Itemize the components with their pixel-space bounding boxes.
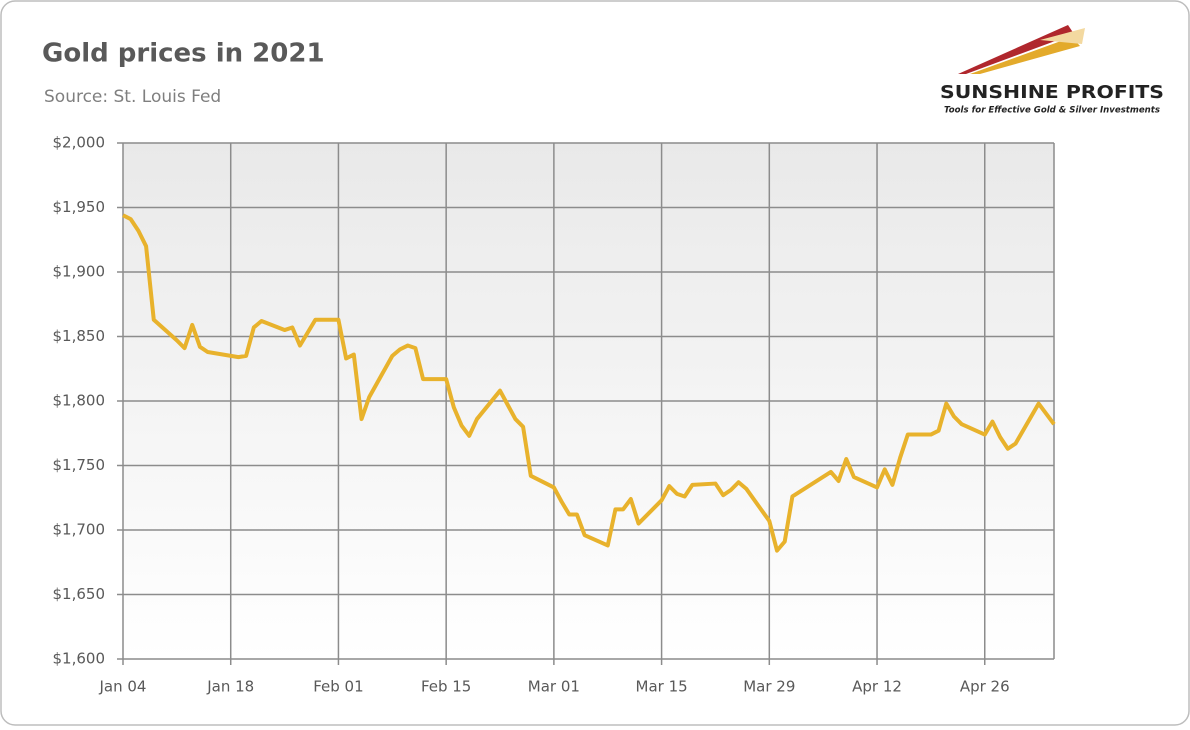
x-tick-label: Mar 01 <box>528 678 580 696</box>
x-tick-label: Apr 26 <box>960 678 1010 696</box>
x-tick-label: Mar 15 <box>636 678 688 696</box>
logo-swoosh <box>970 37 1080 74</box>
y-tick-label: $1,700 <box>53 521 106 539</box>
logo-tagline: Tools for Effective Gold & Silver Invest… <box>944 106 1161 116</box>
logo-swoosh <box>958 25 1074 74</box>
y-tick-label: $1,750 <box>53 456 106 474</box>
logo-name: SUNSHINE PROFITS <box>940 82 1164 103</box>
y-tick-label: $1,900 <box>53 263 106 281</box>
logo: SUNSHINE PROFITS Tools for Effective Gol… <box>940 25 1164 116</box>
x-tick-label: Mar 29 <box>743 678 795 696</box>
x-tick-label: Jan 18 <box>206 678 254 696</box>
logo-swoosh <box>1040 28 1085 44</box>
x-tick-label: Apr 12 <box>852 678 902 696</box>
y-tick-label: $1,650 <box>53 585 106 603</box>
chart-title: Gold prices in 2021 <box>42 39 325 69</box>
price-line <box>122 213 1056 553</box>
y-tick-label: $2,000 <box>53 134 106 152</box>
y-tick-label: $1,800 <box>53 392 106 410</box>
y-tick-label: $1,950 <box>53 198 106 216</box>
chart-subtitle: Source: St. Louis Fed <box>44 87 221 107</box>
y-tick-label: $1,850 <box>53 327 106 345</box>
x-tick-label: Feb 01 <box>313 678 363 696</box>
y-tick-label: $1,600 <box>53 650 106 668</box>
x-tick-label: Feb 15 <box>421 678 471 696</box>
x-tick-label: Jan 04 <box>99 678 147 696</box>
